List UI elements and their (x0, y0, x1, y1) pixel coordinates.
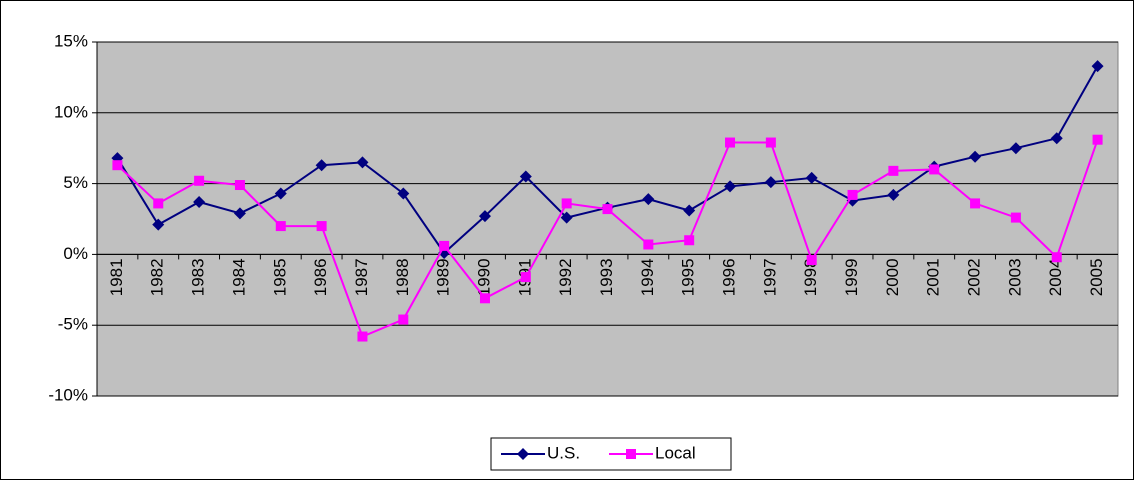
x-tick-label: 1999 (842, 258, 861, 296)
marker (152, 218, 165, 231)
marker (684, 235, 695, 246)
x-tick-label: 2001 (924, 258, 943, 296)
x-tick-label: 1987 (352, 258, 371, 296)
marker (519, 170, 532, 183)
marker (357, 331, 368, 342)
x-tick-label: 1982 (148, 258, 167, 296)
marker (1092, 134, 1103, 145)
marker (888, 165, 899, 176)
marker (560, 211, 573, 224)
marker (561, 198, 572, 209)
marker (194, 175, 205, 186)
marker (642, 193, 655, 206)
x-tick-label: 1992 (556, 258, 575, 296)
marker (397, 187, 410, 200)
x-tick-label: 1995 (679, 258, 698, 296)
marker (274, 187, 287, 200)
marker (316, 221, 327, 232)
marker (1010, 212, 1021, 223)
x-tick-label: 1994 (638, 258, 657, 296)
marker (234, 180, 245, 191)
x-tick-label: 1988 (393, 258, 412, 296)
y-tick-label: -10% (48, 385, 88, 404)
marker (626, 449, 636, 459)
marker (153, 198, 164, 209)
marker (847, 189, 858, 200)
marker (439, 240, 450, 251)
marker (479, 293, 490, 304)
y-tick-label: 5% (63, 173, 88, 192)
marker (1091, 60, 1104, 73)
x-tick-label: 1998 (801, 258, 820, 296)
marker (765, 137, 776, 148)
marker (1051, 252, 1062, 263)
marker (193, 196, 206, 209)
x-tick-label: 1996 (720, 258, 739, 296)
x-tick-label: 1983 (189, 258, 208, 296)
legend-label: Local (655, 443, 696, 462)
x-tick-label: 1993 (597, 258, 616, 296)
marker (315, 159, 328, 172)
marker (478, 210, 491, 223)
x-tick-label: 2005 (1087, 258, 1106, 296)
marker (112, 160, 123, 171)
x-tick-label: 2000 (883, 258, 902, 296)
marker (233, 207, 246, 220)
marker (929, 164, 940, 175)
marker (764, 176, 777, 189)
legend-label: U.S. (547, 443, 580, 462)
x-tick-label: 1985 (270, 258, 289, 296)
marker (517, 448, 529, 460)
x-tick-label: 2004 (1046, 258, 1065, 296)
marker (1050, 132, 1063, 145)
marker (725, 137, 736, 148)
marker (602, 204, 613, 215)
plot-area (96, 41, 1119, 397)
x-tick-label: 2002 (965, 258, 984, 296)
x-tick-label: 1986 (311, 258, 330, 296)
x-tick-label: 2003 (1005, 258, 1024, 296)
marker (683, 204, 696, 217)
x-tick-label: 1984 (229, 258, 248, 296)
x-tick-label: 1989 (434, 258, 453, 296)
marker (724, 180, 737, 193)
x-tick-label: 1997 (760, 258, 779, 296)
marker (969, 150, 982, 163)
y-tick-label: 0% (63, 244, 88, 263)
x-tick-label: 1990 (474, 258, 493, 296)
y-tick-label: 15% (54, 31, 88, 50)
marker (805, 171, 818, 184)
marker (643, 239, 654, 250)
marker (1009, 142, 1022, 155)
marker (970, 198, 981, 209)
marker (398, 314, 409, 325)
y-tick-label: 10% (54, 102, 88, 121)
marker (520, 272, 531, 283)
y-tick-label: -5% (58, 315, 88, 334)
marker (275, 221, 286, 232)
marker (356, 156, 369, 169)
x-tick-label: 1981 (107, 258, 126, 296)
marker (887, 188, 900, 201)
marker (806, 255, 817, 266)
